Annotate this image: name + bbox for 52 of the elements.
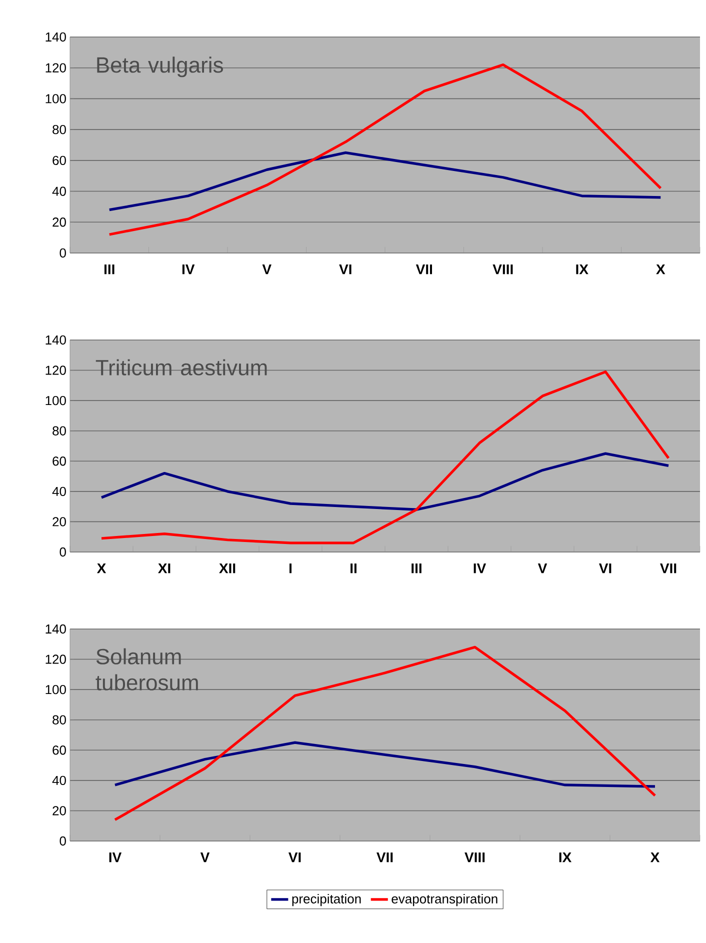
x-tick-label: VI [288,852,301,862]
legend-label: evapotranspiration [392,894,498,906]
x-tick-label: VII [660,564,676,574]
y-tick-label: 0 [60,248,66,258]
y-tick-label: 80 [52,426,66,436]
y-tick-label: 20 [52,806,66,816]
y-tick-label: 80 [52,715,66,724]
x-tick-label: V [538,564,548,574]
x-tick-label: IX [576,264,588,274]
y-tick-label: 0 [60,547,66,557]
x-tick-label: VIII [492,264,513,274]
x-tick-label: III [104,264,114,274]
y-tick-label: 40 [52,486,66,496]
x-tick-label: IV [182,264,195,274]
y-tick-label: 20 [52,517,66,526]
x-tick-label: IX [559,852,572,862]
x-tick-label: X [656,264,666,274]
x-tick-label: XII [219,564,236,574]
x-tick-label: XI [158,564,170,574]
y-tick-label: 100 [46,684,66,694]
y-tick-label: 120 [46,366,66,375]
y-tick-label: 0 [60,836,66,846]
x-tick-label: VI [339,264,352,274]
y-tick-label: 140 [46,335,66,345]
y-tick-label: 80 [52,124,66,134]
line-series [108,151,662,212]
x-tick-label: II [350,564,356,574]
x-tick-label: X [650,852,660,862]
x-tick-label: VIII [464,852,485,862]
legend-label: precipitation [292,894,361,906]
y-tick-label: 100 [46,94,66,104]
y-tick-label: 40 [52,186,66,196]
y-tick-label: 120 [46,654,66,664]
x-tick-label: III [412,564,422,574]
x-tick-label: X [96,564,106,574]
y-tick-label: 100 [46,396,66,406]
x-tick-label: V [262,264,272,274]
y-tick-label: 20 [52,218,66,227]
x-tick-label: VI [598,564,612,574]
y-tick-label: 60 [52,746,66,755]
y-tick-label: 140 [46,624,66,634]
x-tick-label: VII [376,852,393,862]
x-tick-label: IV [474,564,486,574]
x-tick-label: IV [109,852,122,862]
y-tick-label: 120 [46,63,66,72]
y-tick-label: 60 [52,456,66,466]
x-tick-label: V [200,852,210,862]
y-tick-label: 140 [46,32,66,42]
y-tick-label: 60 [52,156,66,166]
x-tick-label: VII [416,264,432,274]
x-tick-label: I [289,564,292,574]
y-tick-label: 40 [52,776,66,786]
